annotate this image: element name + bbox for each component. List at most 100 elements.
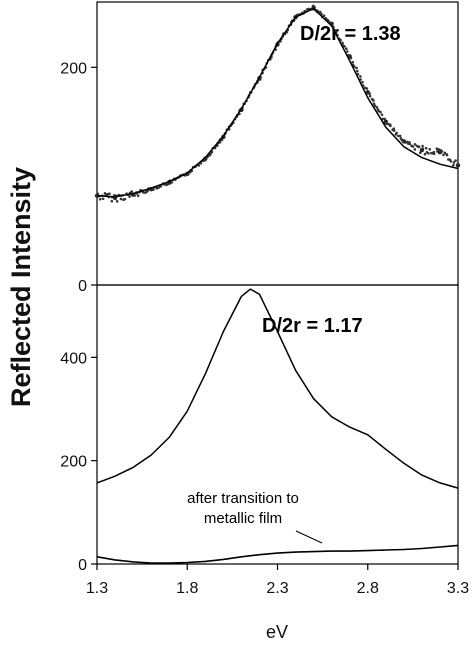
- y-tick-label-p1-2: 400: [60, 350, 87, 367]
- noise-dot: [351, 60, 354, 64]
- top-panel-label: D/2r = 1.38: [300, 23, 401, 45]
- noise-dot: [398, 134, 402, 138]
- noise-dot: [432, 152, 436, 156]
- noise-dot: [355, 66, 358, 70]
- series-p0-0-points: [94, 5, 461, 201]
- noise-dot: [361, 80, 364, 84]
- y-axis-title: Reflected Intensity: [6, 167, 36, 407]
- noise-dot: [318, 10, 322, 14]
- noise-dot: [166, 182, 169, 186]
- series-p0-0-jitter: [95, 4, 459, 203]
- noise-dot: [355, 69, 359, 73]
- noise-dot: [96, 192, 100, 196]
- noise-dot: [373, 104, 377, 108]
- x-tick-label-3: 2.8: [357, 580, 379, 597]
- noise-dot: [427, 152, 430, 155]
- noise-dot: [133, 194, 136, 197]
- noise-dot: [365, 87, 369, 90]
- noise-dot: [368, 94, 372, 98]
- noise-dot: [209, 152, 212, 156]
- noise-dot: [428, 148, 432, 151]
- noise-dot: [108, 192, 111, 196]
- noise-dot: [389, 124, 392, 128]
- noise-dot: [424, 146, 428, 150]
- noise-dot: [413, 148, 417, 151]
- noise-dot: [375, 106, 379, 109]
- noise-dot: [113, 197, 117, 200]
- noise-dot: [417, 145, 421, 149]
- noise-dot: [392, 129, 396, 132]
- noise-dot: [159, 185, 163, 188]
- noise-dot: [368, 92, 371, 95]
- noise-dot: [101, 197, 105, 201]
- noise-dot: [456, 163, 459, 166]
- noise-dot: [341, 41, 344, 45]
- noise-dot: [258, 78, 262, 81]
- noise-dot: [119, 197, 123, 201]
- noise-dot: [136, 194, 140, 198]
- noise-dot: [396, 134, 400, 138]
- bottom-panel-label: D/2r = 1.17: [262, 315, 363, 337]
- noise-dot: [141, 191, 145, 194]
- series-p1-0-line: [96, 288, 459, 489]
- noise-dot: [349, 56, 353, 60]
- y-tick-label-p1-0: 0: [78, 557, 87, 574]
- noise-dot: [452, 163, 455, 167]
- noise-dot: [413, 143, 417, 146]
- noise-dot: [345, 50, 349, 53]
- noise-dot: [423, 152, 427, 156]
- noise-dot: [197, 164, 201, 167]
- noise-dot: [421, 147, 425, 151]
- noise-dot: [411, 145, 415, 148]
- noise-dot: [123, 197, 127, 201]
- noise-dot: [157, 186, 161, 189]
- noise-dot: [436, 150, 439, 153]
- noise-dot: [152, 188, 155, 191]
- noise-dot: [442, 153, 445, 157]
- noise-dot: [443, 151, 447, 155]
- noise-dot: [445, 153, 449, 157]
- annotation-line-2: metallic film: [204, 510, 282, 527]
- noise-dot: [110, 199, 114, 203]
- noise-dot: [383, 117, 386, 121]
- noise-dot: [419, 151, 422, 155]
- x-tick-label-0: 1.3: [86, 580, 108, 597]
- x-tick-label-4: 3.3: [447, 580, 469, 597]
- x-tick-label-2: 2.3: [266, 580, 288, 597]
- noise-dot: [322, 14, 326, 18]
- noise-dot: [130, 190, 134, 193]
- x-axis-title: eV: [266, 622, 288, 642]
- annotation-line-1: after transition to: [187, 490, 299, 507]
- noise-dot: [401, 140, 405, 143]
- y-tick-label-p0-0: 0: [78, 278, 87, 295]
- noise-dot: [343, 45, 346, 48]
- noise-dot: [372, 102, 376, 106]
- noise-dot: [452, 161, 456, 164]
- series-p1-1-line: [96, 544, 459, 564]
- noise-dot: [113, 193, 116, 197]
- noise-dot: [454, 159, 457, 162]
- noise-dot: [359, 75, 362, 78]
- noise-dot: [344, 47, 348, 50]
- noise-dot: [379, 110, 382, 114]
- noise-dot: [170, 181, 174, 184]
- noise-dot: [440, 150, 444, 153]
- noise-dot: [449, 160, 453, 163]
- noise-dot: [408, 142, 412, 146]
- noise-dot: [98, 197, 102, 201]
- noise-dot: [128, 195, 131, 198]
- noise-dot: [372, 99, 375, 102]
- x-tick-label-1: 1.8: [176, 580, 198, 597]
- annotation-pointer: [295, 530, 323, 544]
- noise-dot: [203, 158, 207, 162]
- noise-dot: [392, 127, 396, 130]
- y-tick-label-p0-1: 200: [60, 60, 87, 77]
- noise-dot: [311, 4, 315, 8]
- noise-dot: [395, 131, 398, 135]
- y-tick-label-p1-1: 200: [60, 454, 87, 471]
- noise-dot: [380, 113, 384, 116]
- noise-dot: [115, 200, 119, 203]
- noise-dot: [421, 144, 424, 148]
- series-p0-1-line: [96, 7, 459, 198]
